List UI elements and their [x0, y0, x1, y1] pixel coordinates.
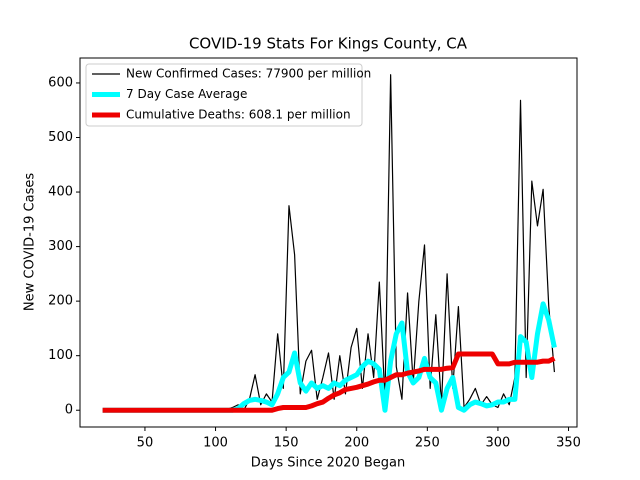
legend-label: 7 Day Case Average — [126, 87, 247, 101]
data-line — [102, 74, 556, 411]
y-tick-label: 300 — [48, 239, 73, 254]
y-tick-label: 200 — [48, 294, 73, 309]
x-tick-label: 350 — [556, 436, 581, 451]
y-axis-label: New COVID-19 Cases — [23, 173, 38, 311]
plot-frame — [79, 57, 578, 428]
x-axis-label: Days Since 2020 Began — [251, 456, 406, 471]
chart-title: COVID-19 Stats For Kings County, CA — [189, 35, 468, 53]
x-tick-label: 50 — [137, 436, 154, 451]
x-tick-label: 100 — [203, 436, 228, 451]
y-tick-label: 100 — [48, 348, 73, 363]
x-tick-label: 300 — [486, 436, 511, 451]
x-tick-label: 250 — [415, 436, 440, 451]
x-tick-label: 150 — [274, 436, 299, 451]
legend-box — [85, 63, 363, 127]
data-line — [102, 351, 556, 413]
legend-label: Cumulative Deaths: 608.1 per million — [126, 108, 351, 122]
y-tick-label: 0 — [65, 403, 73, 418]
y-tick-label: 400 — [48, 185, 73, 200]
x-tick-label: 200 — [344, 436, 369, 451]
y-tick-label: 500 — [48, 130, 73, 145]
y-tick-label: 600 — [48, 75, 73, 90]
data-line — [102, 301, 557, 413]
plot-area — [102, 74, 557, 413]
legend-label: New Confirmed Cases: 77900 per million — [126, 67, 371, 81]
